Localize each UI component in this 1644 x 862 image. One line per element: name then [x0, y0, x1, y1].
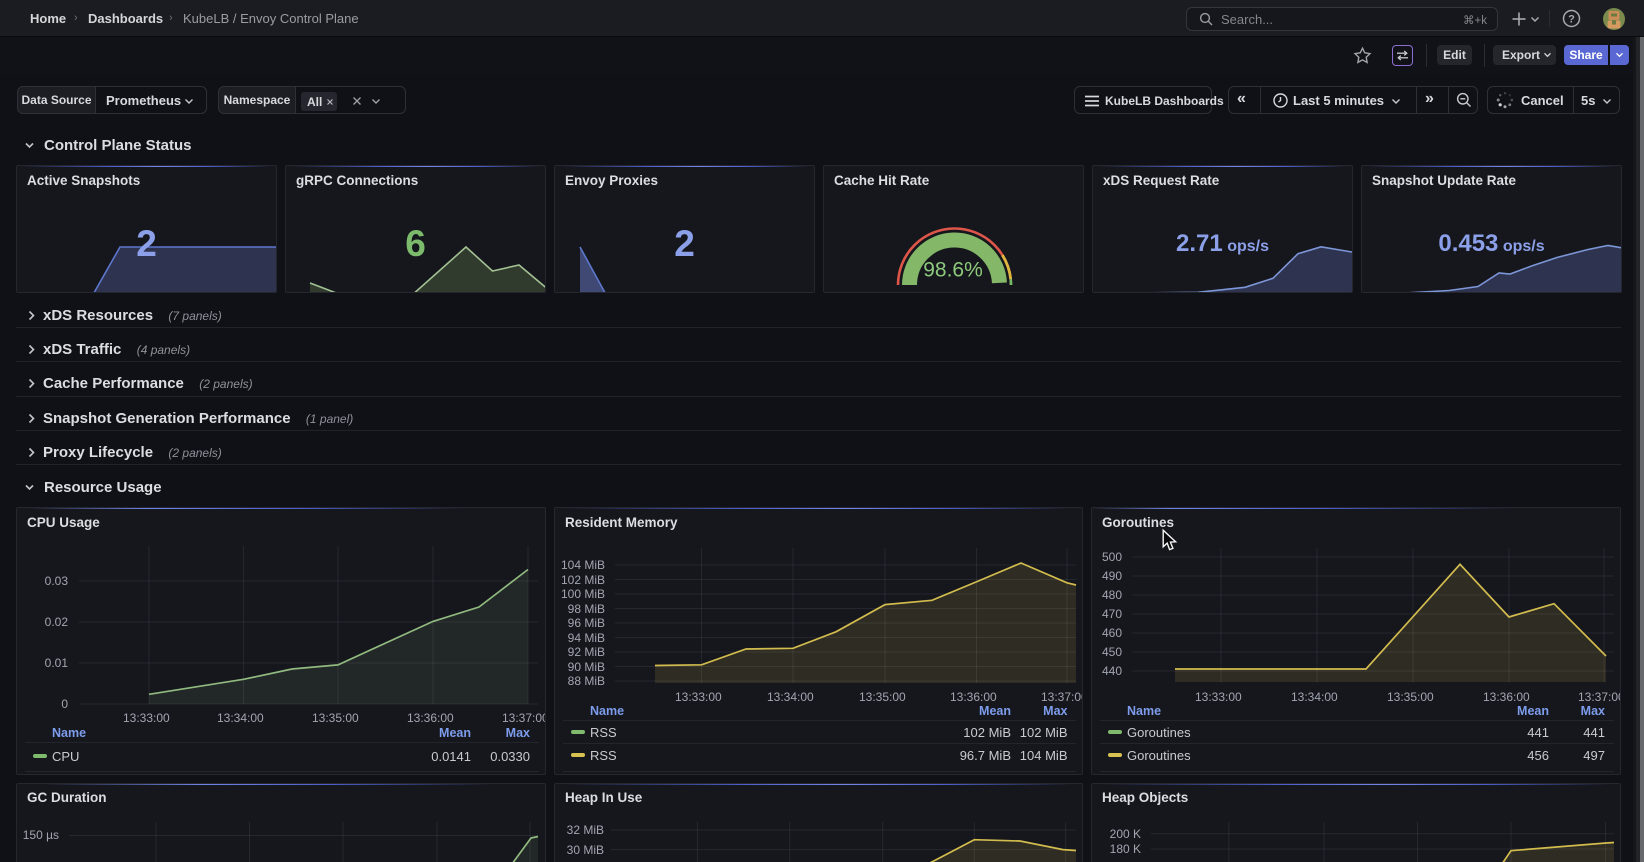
svg-text:98.6%: 98.6% — [923, 259, 983, 282]
svg-text:?: ? — [1568, 14, 1575, 26]
